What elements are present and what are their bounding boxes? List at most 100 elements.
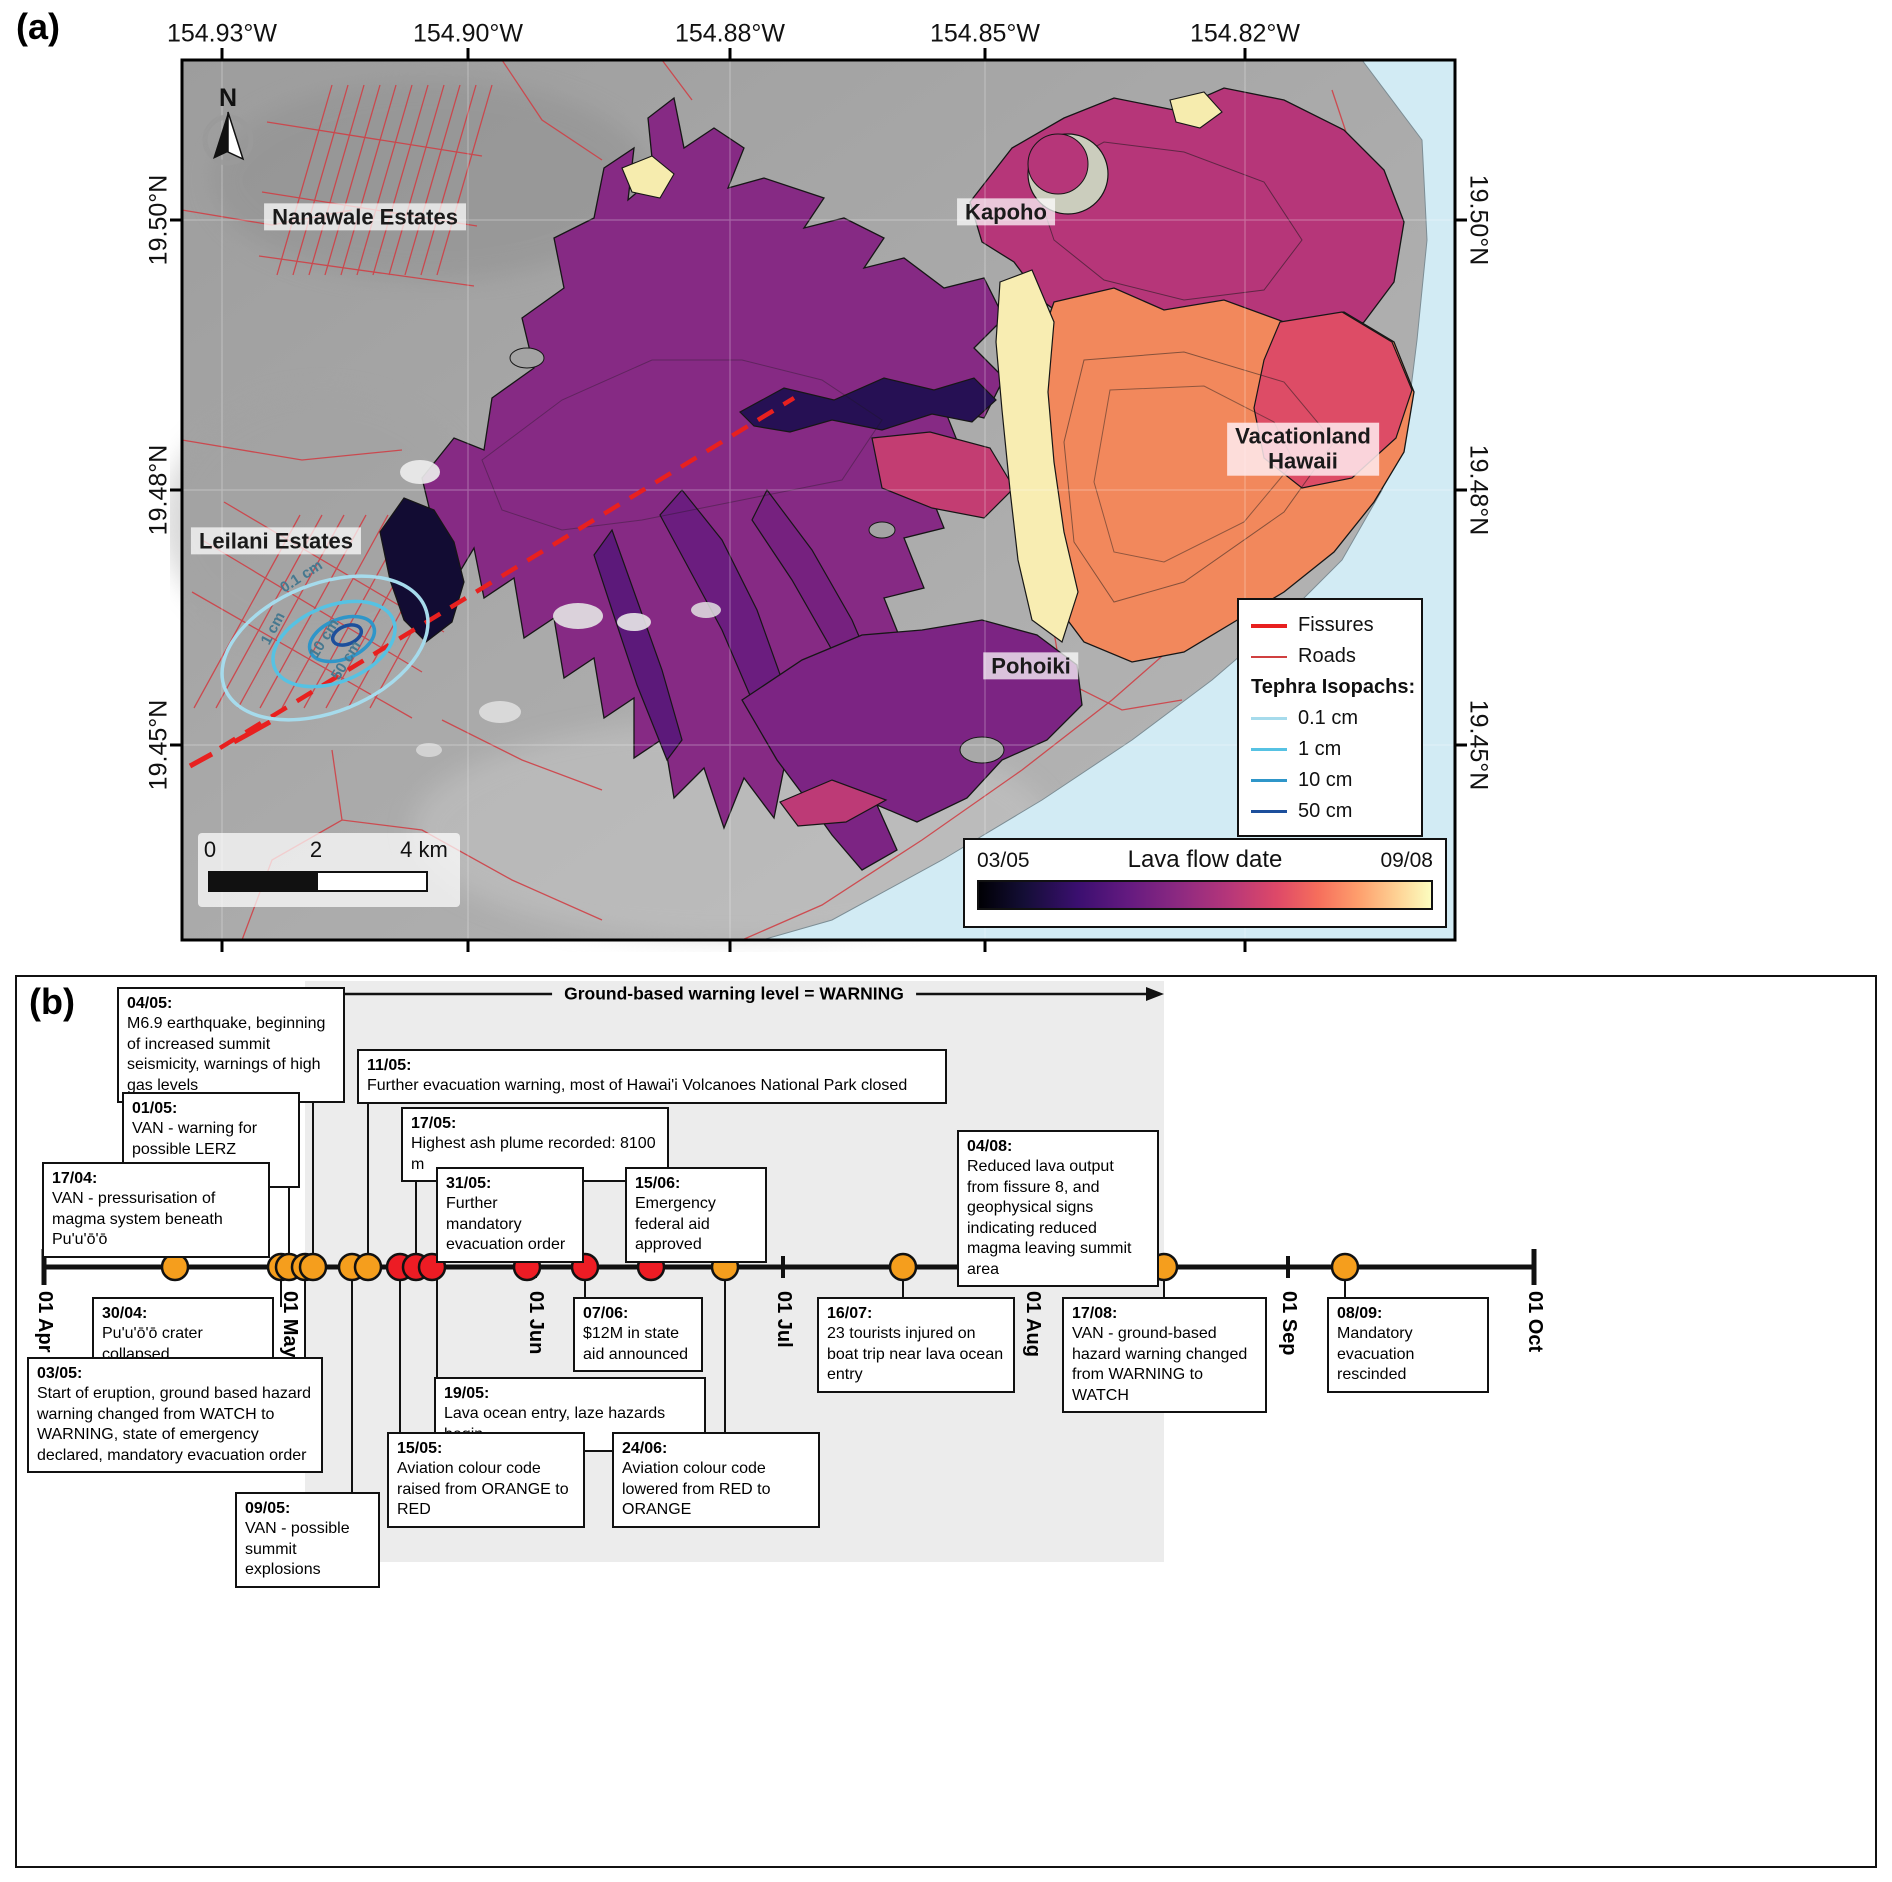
- legend-label-isopach-10: 10 cm: [1298, 769, 1353, 791]
- event-text: VAN - pressurisation of magma system ben…: [52, 1190, 223, 1249]
- event-date: 15/05:: [397, 1440, 443, 1457]
- tephra-isopachs: [220, 574, 430, 722]
- fissure-line: [188, 396, 796, 769]
- event-note-15-05: 15/05: Aviation colour code raised from …: [387, 1432, 585, 1528]
- map-frame: [180, 58, 1457, 942]
- event-note-15-06: 15/06: Emergency federal aid approved: [625, 1167, 767, 1263]
- event-text: Reduced lava output from fissure 8, and …: [967, 1158, 1132, 1278]
- event-date: 07/06:: [583, 1305, 629, 1322]
- event-note-09-05: 09/05: VAN - possible summit explosions: [235, 1492, 380, 1588]
- colorbar-gradient: [977, 880, 1433, 910]
- event-note-17-04: 17/04: VAN - pressurisation of magma sys…: [42, 1162, 270, 1258]
- isopach-0-1-line-sample: [1251, 717, 1287, 720]
- place-label-leilani: Leilani Estates: [190, 527, 362, 555]
- event-note-04-05: 04/05: M6.9 earthquake, beginning of inc…: [117, 987, 345, 1104]
- lava-flows: [379, 87, 1415, 871]
- legend-title-isopachs: Tephra Isopachs:: [1251, 672, 1415, 703]
- legend-item-isopach-1: 1 cm: [1251, 734, 1409, 765]
- map-frame-ticks: [170, 48, 1467, 952]
- event-text: Further evacuation warning, most of Hawa…: [367, 1077, 908, 1095]
- north-arrow: N: [200, 84, 256, 181]
- axis-label-lon-5: 154.82°W: [1189, 19, 1301, 48]
- map-legend: Fissures Roads Tephra Isopachs: 0.1 cm 1…: [1237, 598, 1423, 837]
- axis-label-lat-right-3: 19.45°N: [1464, 699, 1493, 791]
- legend-isopach-title: Tephra Isopachs:: [1251, 676, 1416, 698]
- panel-b-label: (b): [29, 981, 75, 1022]
- colorbar-title: Lava flow date: [1127, 846, 1283, 873]
- event-date: 19/05:: [444, 1385, 490, 1402]
- scale-2: 2: [309, 837, 323, 862]
- event-date: 08/09:: [1337, 1305, 1383, 1322]
- scale-0: 0: [203, 837, 217, 862]
- axis-label-lon-3: 154.88°W: [674, 19, 786, 48]
- event-note-24-06: 24/06: Aviation colour code lowered from…: [612, 1432, 820, 1528]
- event-date: 31/05:: [446, 1175, 492, 1192]
- event-date: 30/04:: [102, 1305, 148, 1322]
- axis-label-01-jul: 01 Jul: [773, 1291, 795, 1348]
- axis-label-lat-right-2: 19.48°N: [1464, 444, 1493, 536]
- event-dot-17-04: [160, 1252, 190, 1282]
- timeline-panel: (b): [15, 975, 1877, 1868]
- event-text: Mandatory evacuation rescinded: [1337, 1325, 1415, 1384]
- legend-item-isopach-10: 10 cm: [1251, 765, 1409, 796]
- event-text: Further mandatory evacuation order: [446, 1195, 566, 1254]
- north-label: N: [219, 84, 237, 112]
- axis-label-01-oct: 01 Oct: [1524, 1291, 1546, 1353]
- event-date: 04/08:: [967, 1138, 1013, 1155]
- event-date: 09/05:: [245, 1500, 291, 1517]
- event-date: 03/05:: [37, 1365, 83, 1382]
- event-date: 04/05:: [127, 995, 173, 1012]
- fissure-line-sample: [1251, 623, 1287, 628]
- event-text: 23 tourists injured on boat trip near la…: [827, 1325, 1004, 1384]
- vacationland-line2: Hawaii: [1268, 449, 1338, 474]
- colorbar-end-date: 09/08: [1380, 849, 1433, 872]
- event-text: Start of eruption, ground based hazard w…: [37, 1385, 311, 1464]
- event-date: 01/05:: [132, 1100, 178, 1117]
- lava-flow-map: [170, 48, 1467, 952]
- event-text: VAN - ground-based hazard warning change…: [1072, 1325, 1248, 1404]
- scale-4km: 4 km: [400, 837, 448, 862]
- event-note-04-08: 04/08: Reduced lava output from fissure …: [957, 1130, 1159, 1288]
- place-label-pohoiki: Pohoiki: [983, 652, 1079, 680]
- legend-item-fissures: Fissures: [1251, 610, 1409, 641]
- axis-label-lon-2: 154.90°W: [412, 19, 524, 48]
- event-text: $12M in state aid announced: [583, 1325, 688, 1363]
- event-date: 15/06:: [635, 1175, 681, 1192]
- event-note-31-05: 31/05: Further mandatory evacuation orde…: [436, 1167, 584, 1263]
- place-label-nanawale: Nanawale Estates: [264, 203, 466, 231]
- place-label-kapoho: Kapoho: [957, 198, 1055, 226]
- legend-label-fissures: Fissures: [1298, 614, 1374, 636]
- legend-item-roads: Roads: [1251, 641, 1409, 672]
- event-note-08-09: 08/09: Mandatory evacuation rescinded: [1327, 1297, 1489, 1393]
- event-note-16-07: 16/07: 23 tourists injured on boat trip …: [817, 1297, 1015, 1393]
- axis-label-01-jun: 01 Jun: [525, 1291, 547, 1355]
- event-text: Aviation colour code lowered from RED to…: [622, 1460, 771, 1519]
- event-date: 17/05:: [411, 1115, 457, 1132]
- legend-label-isopach-1: 1 cm: [1298, 738, 1342, 760]
- event-note-17-08: 17/08: VAN - ground-based hazard warning…: [1062, 1297, 1267, 1414]
- event-dot-04-05: [298, 1252, 328, 1282]
- event-date: 24/06:: [622, 1440, 668, 1457]
- axis-label-lon-4: 154.85°W: [929, 19, 1041, 48]
- warning-level-label: Ground-based warning level = WARNING: [552, 983, 916, 1005]
- event-note-11-05: 11/05: Further evacuation warning, most …: [357, 1049, 947, 1104]
- event-note-03-05: 03/05: Start of eruption, ground based h…: [27, 1357, 323, 1474]
- legend-item-isopach-50: 50 cm: [1251, 796, 1409, 827]
- axis-label-lon-1: 154.93°W: [166, 19, 278, 48]
- event-dot-11-05: [353, 1252, 383, 1282]
- isopach-50-line-sample: [1251, 810, 1287, 813]
- vacationland-line1: Vacationland: [1235, 423, 1371, 449]
- timeline-graphic: [41, 987, 1537, 1517]
- axis-label-lat-right-1: 19.50°N: [1464, 174, 1493, 266]
- legend-label-roads: Roads: [1298, 645, 1356, 667]
- colorbar-start-date: 03/05: [977, 849, 1030, 872]
- axis-label-01-may: 01 May: [279, 1291, 301, 1358]
- panel-a-label: (a): [16, 6, 60, 47]
- axis-label-01-apr: 01 Apr: [34, 1291, 56, 1353]
- event-text: Emergency federal aid approved: [635, 1195, 716, 1254]
- event-text: M6.9 earthquake, beginning of increased …: [127, 1015, 326, 1094]
- legend-item-isopach-0-1: 0.1 cm: [1251, 703, 1409, 734]
- graticule: [182, 60, 1455, 940]
- isopach-10-line-sample: [1251, 779, 1287, 782]
